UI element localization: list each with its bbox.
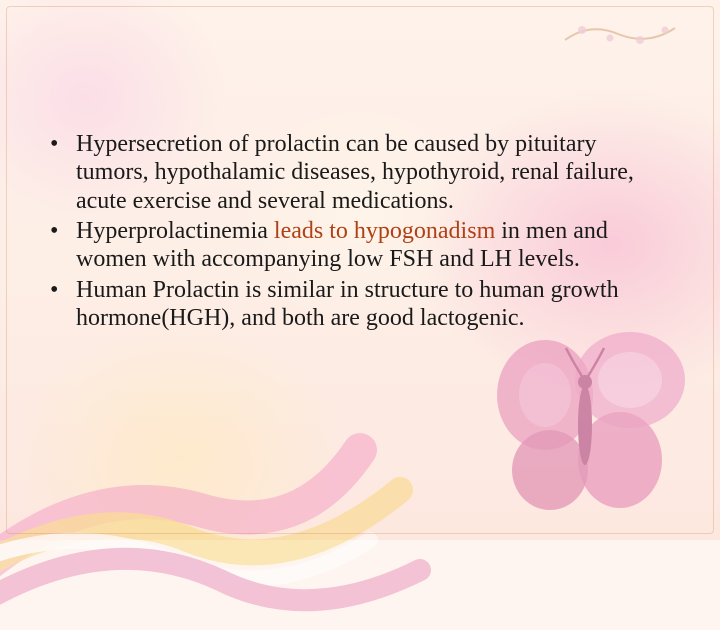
bullet-text: Hyperprolactinemia — [76, 218, 274, 244]
butterfly-decoration — [480, 320, 700, 520]
vine-decoration — [560, 10, 680, 60]
bullet-item: Human Prolactin is similar in structure … — [48, 276, 658, 333]
bullet-text: Human Prolactin is similar in structure … — [76, 277, 619, 331]
bullet-item: Hyperprolactinemia leads to hypogonadism… — [48, 217, 658, 274]
bullet-text: Hypersecretion of prolactin can be cause… — [76, 131, 634, 214]
bullet-item: Hypersecretion of prolactin can be cause… — [48, 130, 658, 215]
slide-content: Hypersecretion of prolactin can be cause… — [48, 130, 658, 334]
bullet-list: Hypersecretion of prolactin can be cause… — [48, 130, 658, 332]
bullet-accent: leads to hypogonadism — [274, 218, 501, 244]
